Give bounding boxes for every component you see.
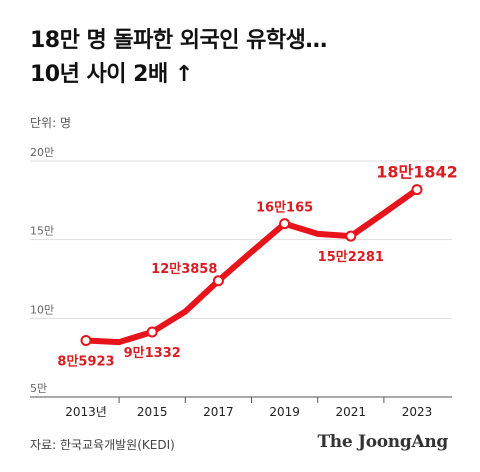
data-point bbox=[279, 218, 291, 230]
data-point bbox=[80, 334, 92, 346]
x-tick-label: 2023 bbox=[402, 405, 433, 419]
series-line bbox=[83, 186, 420, 346]
unit-label: 단위: 명 bbox=[30, 116, 71, 130]
x-tick-label: 2021 bbox=[336, 405, 367, 419]
y-tick-label: 20만 bbox=[30, 146, 54, 159]
data-point bbox=[411, 184, 423, 196]
source-note: 자료: 한국교육개발원(KEDI) bbox=[30, 438, 175, 452]
title-line-2: 10년 사이 2배 ↑ bbox=[30, 62, 193, 87]
data-label: 12만3858 bbox=[151, 261, 217, 277]
data-point bbox=[212, 275, 224, 287]
publisher-logo: The JoongAng bbox=[317, 432, 448, 452]
y-tick-label: 5만 bbox=[30, 382, 47, 395]
y-tick-label: 10만 bbox=[30, 303, 54, 316]
data-label: 18만1842 bbox=[376, 163, 458, 182]
x-tick-label: 2017 bbox=[203, 405, 234, 419]
data-label: 8만5923 bbox=[57, 353, 114, 369]
title-line-1: 18만 명 돌파한 외국인 유학생… bbox=[30, 28, 327, 53]
data-label: 15만2281 bbox=[318, 249, 384, 265]
x-tick-label: 2013년 bbox=[65, 405, 107, 419]
x-tick-label: 2015 bbox=[137, 405, 168, 419]
data-label: 16만165 bbox=[256, 200, 313, 216]
x-tick-label: 2019 bbox=[269, 405, 300, 419]
data-label: 9만1332 bbox=[124, 345, 181, 361]
data-point bbox=[345, 230, 357, 242]
chart-title: 18만 명 돌파한 외국인 유학생… 10년 사이 2배 ↑ bbox=[30, 24, 327, 92]
y-tick-label: 15만 bbox=[30, 225, 54, 238]
data-point bbox=[146, 326, 158, 338]
